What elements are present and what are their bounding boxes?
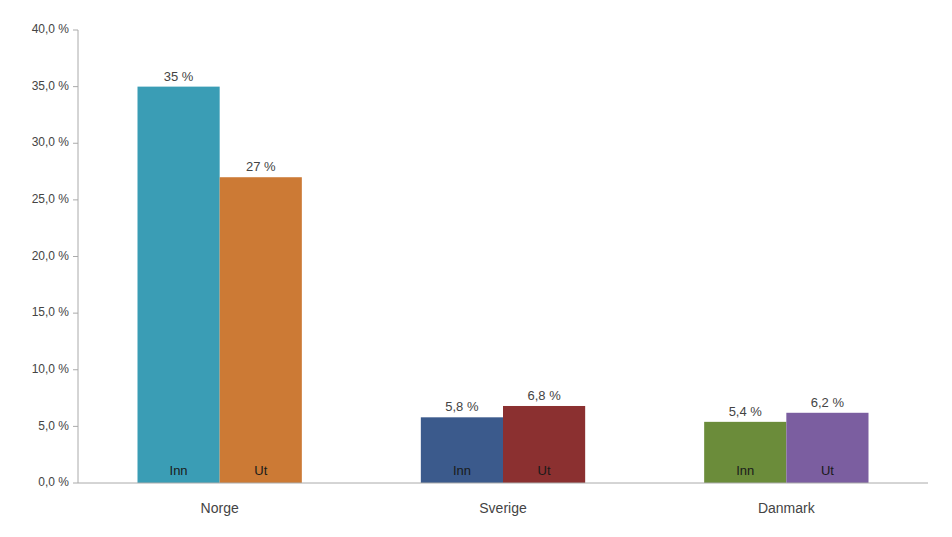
data-label: 5,8 % [445,399,479,414]
y-tick-label: 0,0 % [38,475,69,489]
y-tick [73,86,78,87]
bar [421,417,503,483]
bars [138,87,869,483]
series-name-label: Inn [736,463,754,478]
y-tick-label: 35,0 % [32,79,70,93]
bar [138,87,220,483]
data-label: 27 % [246,159,276,174]
bar [786,413,868,483]
data-label: 6,8 % [527,388,561,403]
y-tick [73,143,78,144]
y-tick [73,483,78,484]
series-name-label: Inn [453,463,471,478]
y-tick-label: 15,0 % [32,305,70,319]
y-tick [73,256,78,257]
y-tick [73,199,78,200]
series-name-label: Ut [254,463,267,478]
x-axis-line [78,483,928,484]
bar [704,422,786,483]
y-tick [73,313,78,314]
y-tick [73,30,78,31]
chart-container: 0,0 % 5,0 % 10,0 % 15,0 % 20,0 % 25,0 % 30,0 %… [0,0,952,537]
y-tick-label: 25,0 % [32,192,70,206]
x-tick-label: Sverige [479,500,527,516]
y-axis-line [78,30,79,483]
series-name-label: Ut [538,463,551,478]
data-label: 35 % [164,69,194,84]
y-tick-label: 40,0 % [32,22,70,36]
y-tick-label: 20,0 % [32,249,70,263]
x-tick-label: Norge [201,500,239,516]
y-tick [73,369,78,370]
x-tick-label: Danmark [758,500,816,516]
y-axis: 0,0 % 5,0 % 10,0 % 15,0 % 20,0 % 25,0 % 30,0 %… [32,22,78,489]
y-tick-label: 5,0 % [38,419,69,433]
chart-svg: 0,0 % 5,0 % 10,0 % 15,0 % 20,0 % 25,0 % 30,0 %… [0,0,952,537]
data-label: 5,4 % [729,404,763,419]
y-tick [73,426,78,427]
bar-texts: 35 % Inn 27 % Ut 5,8 % Inn 6,8 % Ut 5,4 % Inn 6,2 … [164,69,845,478]
data-label: 6,2 % [811,395,845,410]
bar [503,406,585,483]
y-tick-label: 30,0 % [32,135,70,149]
y-tick-label: 10,0 % [32,362,70,376]
bar [220,177,302,483]
series-name-label: Inn [170,463,188,478]
series-name-label: Ut [821,463,834,478]
